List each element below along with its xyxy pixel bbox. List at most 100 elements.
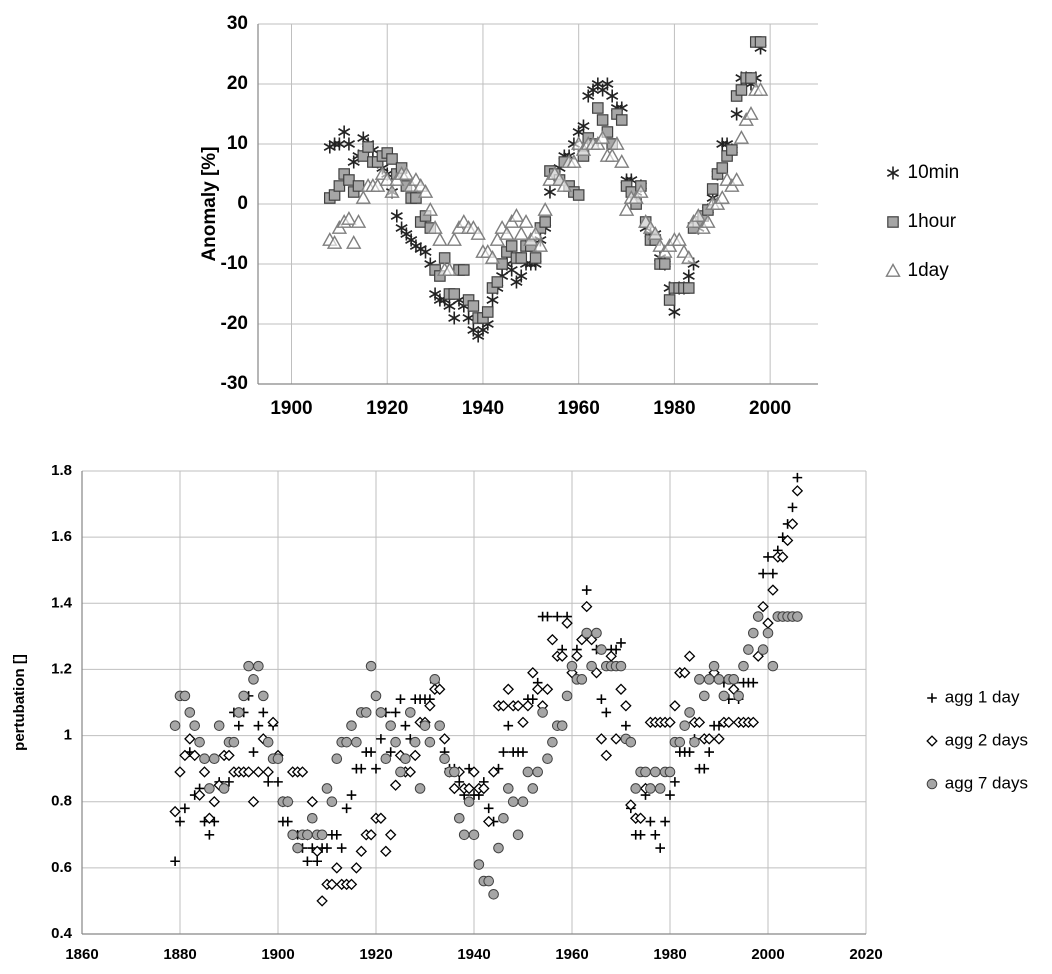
data-point bbox=[351, 736, 362, 748]
data-point bbox=[517, 716, 529, 729]
data-point bbox=[350, 214, 367, 228]
data-point bbox=[322, 843, 332, 853]
y-tick-label: 0 bbox=[237, 193, 248, 214]
legend-label: 10min bbox=[908, 162, 960, 183]
data-point bbox=[635, 829, 646, 840]
data-point bbox=[395, 766, 406, 778]
data-point bbox=[390, 707, 401, 718]
data-point bbox=[767, 660, 779, 672]
data-point bbox=[400, 720, 411, 731]
data-point bbox=[398, 166, 415, 180]
data-point bbox=[510, 275, 523, 289]
x-tick-label: 2020 bbox=[849, 946, 882, 963]
data-point bbox=[611, 644, 621, 655]
data-point bbox=[233, 707, 245, 718]
data-point bbox=[302, 829, 313, 841]
data-point bbox=[670, 777, 680, 787]
data-point bbox=[496, 258, 508, 270]
data-point bbox=[609, 136, 625, 150]
data-point bbox=[786, 518, 799, 530]
data-point bbox=[713, 674, 725, 685]
x-tick-label: 1920 bbox=[366, 398, 408, 419]
y-tick-label: -30 bbox=[221, 373, 248, 394]
data-point bbox=[483, 875, 495, 887]
data-point bbox=[345, 878, 358, 891]
data-point bbox=[389, 779, 402, 791]
data-point bbox=[604, 148, 620, 162]
data-point bbox=[703, 674, 715, 685]
data-point bbox=[467, 300, 480, 312]
data-point bbox=[448, 311, 461, 325]
data-point bbox=[503, 720, 514, 731]
data-point bbox=[454, 812, 465, 824]
data-point bbox=[728, 172, 745, 186]
data-point bbox=[491, 276, 504, 288]
data-point bbox=[633, 184, 649, 198]
data-point bbox=[432, 232, 448, 246]
data-point bbox=[507, 796, 519, 808]
data-point bbox=[716, 162, 729, 174]
data-point bbox=[518, 747, 528, 757]
data-point bbox=[204, 783, 215, 794]
data-point bbox=[654, 783, 666, 794]
data-point bbox=[645, 816, 656, 827]
data-point bbox=[448, 782, 461, 795]
data-point bbox=[694, 674, 705, 685]
data-point bbox=[481, 306, 494, 318]
data-point bbox=[522, 700, 534, 712]
data-point bbox=[561, 617, 573, 629]
legend-label: agg 1 day bbox=[945, 687, 1020, 706]
data-point bbox=[650, 829, 661, 840]
data-point bbox=[625, 736, 637, 748]
y-tick-label: 10 bbox=[227, 133, 248, 154]
data-point bbox=[600, 749, 613, 762]
data-point bbox=[203, 812, 216, 824]
data-point bbox=[223, 749, 235, 762]
data-point bbox=[409, 736, 421, 748]
data-point bbox=[556, 720, 568, 731]
legend-marker bbox=[926, 735, 938, 747]
data-point bbox=[776, 551, 789, 563]
y-axis-label: pertubation [] bbox=[11, 654, 28, 751]
data-point bbox=[346, 720, 357, 731]
data-point bbox=[542, 611, 553, 622]
data-point bbox=[169, 720, 181, 731]
data-point bbox=[690, 208, 707, 222]
data-point bbox=[267, 716, 279, 729]
data-point bbox=[792, 611, 803, 622]
data-point bbox=[438, 733, 451, 745]
data-point bbox=[515, 252, 528, 264]
data-point bbox=[346, 790, 357, 800]
data-point bbox=[424, 700, 436, 712]
data-point bbox=[434, 720, 446, 731]
data-point bbox=[512, 700, 524, 712]
data-point bbox=[175, 816, 185, 827]
data-point bbox=[571, 650, 583, 662]
data-point bbox=[682, 269, 695, 283]
data-point bbox=[419, 720, 431, 731]
x-tick-label: 1940 bbox=[457, 946, 490, 963]
data-point bbox=[537, 707, 548, 718]
data-point bbox=[527, 226, 544, 240]
data-point bbox=[258, 690, 269, 702]
data-point bbox=[615, 660, 627, 672]
data-point bbox=[194, 736, 205, 748]
data-point bbox=[483, 803, 494, 814]
data-point bbox=[184, 707, 196, 718]
data-point bbox=[505, 240, 518, 252]
data-point bbox=[326, 878, 338, 891]
data-point bbox=[605, 650, 617, 662]
data-point bbox=[331, 753, 343, 765]
data-point bbox=[547, 736, 558, 748]
data-point bbox=[380, 845, 392, 858]
data-point bbox=[404, 766, 417, 778]
data-point bbox=[601, 77, 614, 91]
data-point bbox=[204, 829, 215, 840]
data-point bbox=[748, 627, 759, 639]
data-point bbox=[253, 720, 264, 731]
data-point bbox=[179, 749, 191, 762]
data-point bbox=[582, 89, 595, 103]
y-tick-label: -10 bbox=[221, 253, 248, 274]
data-point bbox=[505, 263, 518, 277]
data-point bbox=[532, 766, 544, 778]
